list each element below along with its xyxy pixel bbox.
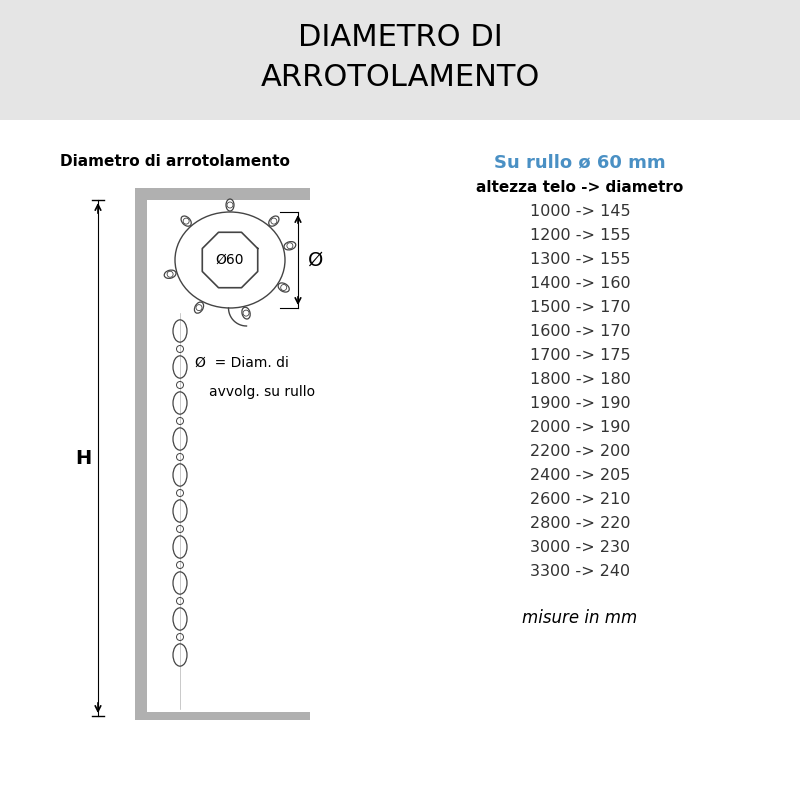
Text: 2200 -> 200: 2200 -> 200 — [530, 445, 630, 459]
Text: Su rullo ø 60 mm: Su rullo ø 60 mm — [494, 153, 666, 171]
Bar — [0, 0, 800, 120]
Text: 1400 -> 160: 1400 -> 160 — [530, 277, 630, 291]
Text: DIAMETRO DI: DIAMETRO DI — [298, 23, 502, 53]
Text: H: H — [75, 449, 91, 467]
Text: 2600 -> 210: 2600 -> 210 — [530, 493, 630, 507]
Text: ARROTOLAMENTO: ARROTOLAMENTO — [260, 63, 540, 93]
Text: 3000 -> 230: 3000 -> 230 — [530, 541, 630, 555]
Text: 1800 -> 180: 1800 -> 180 — [530, 373, 630, 387]
Text: Ø60: Ø60 — [216, 253, 244, 267]
Bar — [135, 200, 147, 712]
Text: 1900 -> 190: 1900 -> 190 — [530, 397, 630, 411]
Text: 1000 -> 145: 1000 -> 145 — [530, 205, 630, 219]
Text: misure in mm: misure in mm — [522, 609, 638, 627]
Text: 1600 -> 170: 1600 -> 170 — [530, 325, 630, 339]
Text: 2000 -> 190: 2000 -> 190 — [530, 421, 630, 435]
Text: 1300 -> 155: 1300 -> 155 — [530, 253, 630, 267]
Bar — [135, 188, 310, 200]
Text: 1700 -> 175: 1700 -> 175 — [530, 349, 630, 363]
Text: 2800 -> 220: 2800 -> 220 — [530, 517, 630, 531]
Text: Ø: Ø — [308, 250, 323, 270]
Text: 1500 -> 170: 1500 -> 170 — [530, 301, 630, 315]
Bar — [135, 712, 310, 720]
Text: Ø  = Diam. di: Ø = Diam. di — [195, 356, 289, 370]
Text: 3300 -> 240: 3300 -> 240 — [530, 565, 630, 579]
Text: Diametro di arrotolamento: Diametro di arrotolamento — [60, 154, 290, 170]
Text: 1200 -> 155: 1200 -> 155 — [530, 229, 630, 243]
Text: 2400 -> 205: 2400 -> 205 — [530, 469, 630, 483]
Text: altezza telo -> diametro: altezza telo -> diametro — [476, 179, 684, 194]
Text: avvolg. su rullo: avvolg. su rullo — [209, 385, 315, 399]
